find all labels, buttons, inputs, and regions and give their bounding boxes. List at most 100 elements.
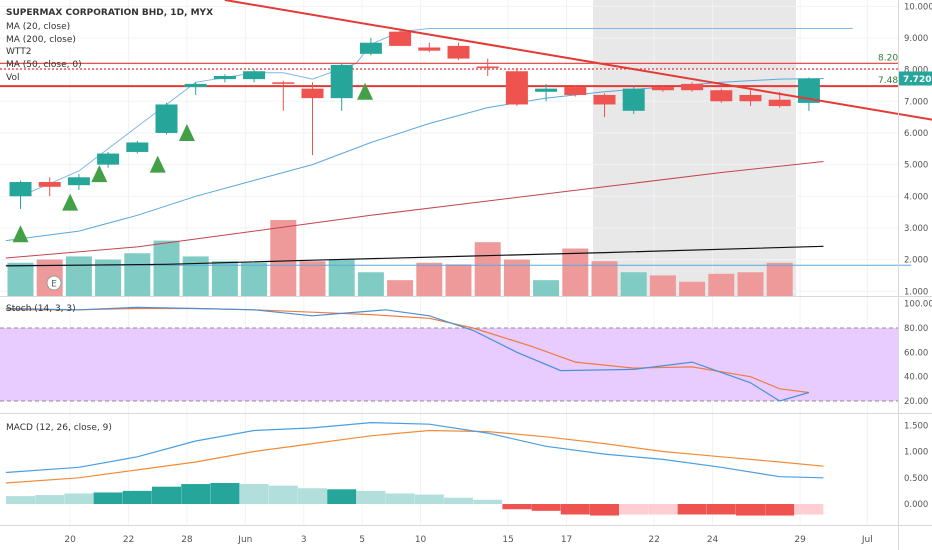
candle-body[interactable] [418,47,441,51]
last-price-label: 7.720 [903,75,931,85]
candle-body[interactable] [389,31,412,46]
volume-bar [124,253,151,296]
legend-wtt2[interactable]: WTT2 [6,47,31,57]
price-tick-label: 7.000 [904,97,928,107]
date-tick-label: 10 [415,535,427,545]
candle-body[interactable] [593,94,616,105]
price-pane[interactable] [0,0,932,296]
signal-triangle-icon [178,123,195,141]
date-tick-label: 22 [648,535,659,545]
candle-body[interactable] [126,142,149,152]
macd-signal-line [5,429,824,484]
volume-bar [7,262,34,296]
macd-histogram-bar [502,504,532,510]
volume-bar [591,261,618,296]
candle-body[interactable] [184,83,207,88]
stochastic-pane[interactable] [0,306,898,402]
trend-line [224,0,932,121]
legend-stoch[interactable]: Stoch (14, 3, 3) [6,304,76,314]
candle-body[interactable] [564,87,587,95]
stoch-tick-label: 40.00 [904,373,928,383]
candle-body[interactable] [797,78,820,103]
volume-bar [445,264,472,296]
candle-body[interactable] [359,42,382,54]
candle-body[interactable] [622,88,645,111]
candle-body[interactable] [710,90,733,102]
macd-tick-label: 0.500 [904,474,928,484]
candle-body[interactable] [681,83,704,91]
macd-histogram-bar [64,493,94,504]
price-tick-label: 6.000 [904,129,928,139]
candle-body[interactable] [9,182,32,197]
signal-triangle-icon [149,155,166,173]
price-tick-label: 4.000 [904,192,928,202]
macd-histogram-bar [356,490,386,504]
macd-line [5,421,824,479]
volume-bar [737,272,764,296]
macd-histogram-bar [736,504,765,516]
date-tick-label: 3 [301,535,307,545]
candle-body[interactable] [213,75,236,80]
candle-body[interactable] [301,88,324,99]
legend-macd[interactable]: MACD (12, 26, close, 9) [6,423,112,433]
candle-body[interactable] [505,71,528,105]
earnings-letter-icon: E [51,280,57,290]
volume-bar [416,262,443,296]
candle-body[interactable] [651,87,674,91]
candle-body[interactable] [155,104,178,133]
date-tick-label: 20 [64,535,76,545]
candle-body[interactable] [272,82,295,84]
macd-histogram-bar [473,499,503,504]
macd-histogram-bar [6,496,35,504]
legend-ma50[interactable]: MA (50, close, 0) [6,60,82,70]
highlighted-date-range [593,0,796,296]
macd-histogram-bar [122,490,152,504]
macd-histogram-bar [327,489,357,504]
macd-pane[interactable] [5,421,824,516]
volume-bar [766,262,793,296]
earnings-circle[interactable] [46,275,62,291]
candle-body[interactable] [38,182,61,187]
candle-body[interactable] [97,153,120,165]
price-tick-label: 3.000 [904,224,928,234]
candle-body[interactable] [476,66,499,69]
candle-body[interactable] [739,94,762,102]
date-tick-label: Jul [861,535,873,545]
candle-body[interactable] [768,99,791,107]
macd-histogram-bar [590,504,619,516]
legend-ma20[interactable]: MA (20, close) [6,22,70,32]
volume-bar [299,261,326,296]
level-price-label: 7.48 [878,76,898,86]
volume-bar [533,280,560,296]
date-tick-label: 28 [181,535,193,545]
price-tick-label: 2.000 [904,256,928,266]
earnings-marker[interactable]: E [46,275,62,291]
date-tick-label: 15 [502,535,513,545]
macd-tick-label: 1.500 [904,421,928,431]
price-tick-label: 5.000 [904,161,928,171]
stoch-tick-label: 80.00 [904,324,928,334]
volume-bar [182,256,209,296]
price-tick-label: 8.000 [904,66,928,76]
macd-histogram-bar [239,484,269,504]
macd-histogram-bar [181,484,211,504]
last-price-badge [899,71,932,86]
signal-triangle-icon [12,225,29,243]
volume-bar [620,272,647,296]
macd-histogram-bar [765,504,795,516]
legend-ma200[interactable]: MA (200, close) [6,35,76,45]
candle-body[interactable] [330,64,353,99]
macd-histogram-bar [677,504,707,515]
macd-tick-label: 0.000 [904,500,928,510]
macd-histogram-bar [794,504,824,515]
candle-body[interactable] [243,71,266,80]
candle-body[interactable] [535,88,558,92]
macd-histogram-bar [385,493,415,504]
volume-bar [474,242,501,296]
candle-body[interactable] [447,45,470,59]
legend-vol[interactable]: Vol [6,73,19,83]
candle-body[interactable] [67,177,90,186]
date-tick-label: 5 [359,535,365,545]
